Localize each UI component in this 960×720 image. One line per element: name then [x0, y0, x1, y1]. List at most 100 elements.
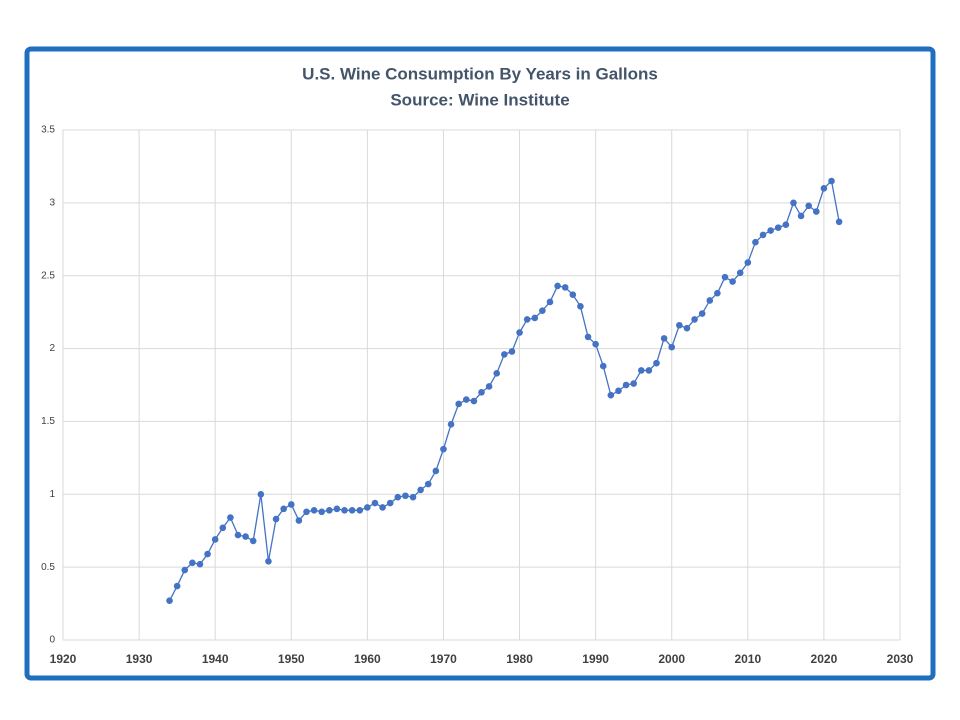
point [790, 199, 797, 207]
frame [24, 46, 936, 681]
y-tick-label: 1 [49, 489, 55, 500]
point [485, 383, 493, 390]
point [447, 421, 455, 428]
point [523, 316, 531, 323]
point [577, 303, 584, 310]
point [561, 284, 569, 291]
point [303, 508, 310, 516]
point [280, 505, 287, 513]
chart-subtitle: Source: Wine Institute [390, 90, 569, 109]
point [227, 514, 234, 521]
point [653, 359, 660, 367]
y-tick-label: 3.5 [41, 125, 55, 136]
point [615, 387, 622, 395]
x-tick-label: 2030 [887, 652, 914, 666]
point [744, 259, 752, 266]
x-tick-label: 2010 [734, 652, 761, 666]
point [310, 507, 318, 514]
point [501, 351, 508, 358]
point [637, 367, 645, 374]
point [721, 273, 729, 281]
point [539, 307, 546, 314]
point [333, 505, 341, 513]
point [630, 380, 637, 387]
point [356, 507, 364, 514]
point [546, 298, 554, 306]
point [287, 501, 295, 508]
point [462, 396, 470, 403]
point [516, 329, 523, 336]
point [402, 492, 409, 500]
plot-border [62, 129, 901, 641]
point [386, 499, 394, 507]
point [683, 324, 691, 332]
point [257, 490, 265, 498]
y-tick-label: 2 [49, 343, 55, 354]
point [493, 370, 501, 377]
point [645, 367, 653, 374]
point [805, 202, 812, 210]
point [326, 507, 333, 514]
point [409, 493, 417, 501]
point [234, 531, 242, 539]
x-tick-label: 1990 [582, 652, 609, 666]
chart-title: U.S. Wine Consumption By Years in Gallon… [302, 64, 658, 83]
point [660, 335, 668, 342]
x-tick-label: 1980 [506, 652, 533, 666]
point [774, 224, 782, 231]
point [249, 537, 257, 545]
point [424, 480, 432, 488]
x-tick-label: 1930 [126, 652, 153, 666]
point [470, 397, 478, 405]
point [759, 231, 767, 239]
point [676, 321, 683, 329]
point [341, 507, 348, 514]
point [348, 507, 356, 514]
x-tick-label: 1960 [354, 652, 381, 666]
point [531, 314, 539, 322]
point [219, 524, 227, 532]
point [318, 508, 326, 516]
point [584, 333, 592, 341]
point [714, 289, 721, 297]
x-tick-label: 1970 [430, 652, 457, 666]
point [607, 391, 615, 399]
point [295, 517, 303, 524]
point [828, 177, 835, 185]
point [432, 467, 440, 475]
point [782, 221, 790, 229]
point [440, 445, 447, 453]
point [166, 597, 173, 604]
point [599, 362, 607, 370]
x-tick-label: 2020 [811, 652, 838, 666]
point [691, 316, 698, 323]
point [371, 499, 379, 507]
point [554, 282, 561, 290]
point [417, 486, 424, 494]
point [455, 400, 462, 408]
point [189, 559, 196, 567]
y-tick-label: 0.5 [41, 562, 55, 573]
point [181, 566, 189, 574]
point [478, 388, 485, 396]
y-tick-label: 1.5 [41, 416, 55, 427]
x-tick-label: 2000 [658, 652, 685, 666]
point [736, 269, 744, 277]
point [394, 493, 402, 501]
y-tick-label: 3 [49, 197, 55, 208]
point [569, 291, 577, 298]
point [706, 297, 714, 304]
point [813, 208, 820, 215]
point [272, 515, 280, 523]
point [204, 550, 211, 558]
point [508, 348, 516, 355]
y-tick-label: 0 [49, 635, 55, 646]
x-tick-label: 1940 [202, 652, 229, 666]
point [196, 560, 204, 568]
point [173, 582, 181, 590]
point [835, 218, 843, 226]
point [364, 504, 371, 511]
y-tick-label: 2.5 [41, 270, 55, 281]
point [242, 533, 249, 540]
